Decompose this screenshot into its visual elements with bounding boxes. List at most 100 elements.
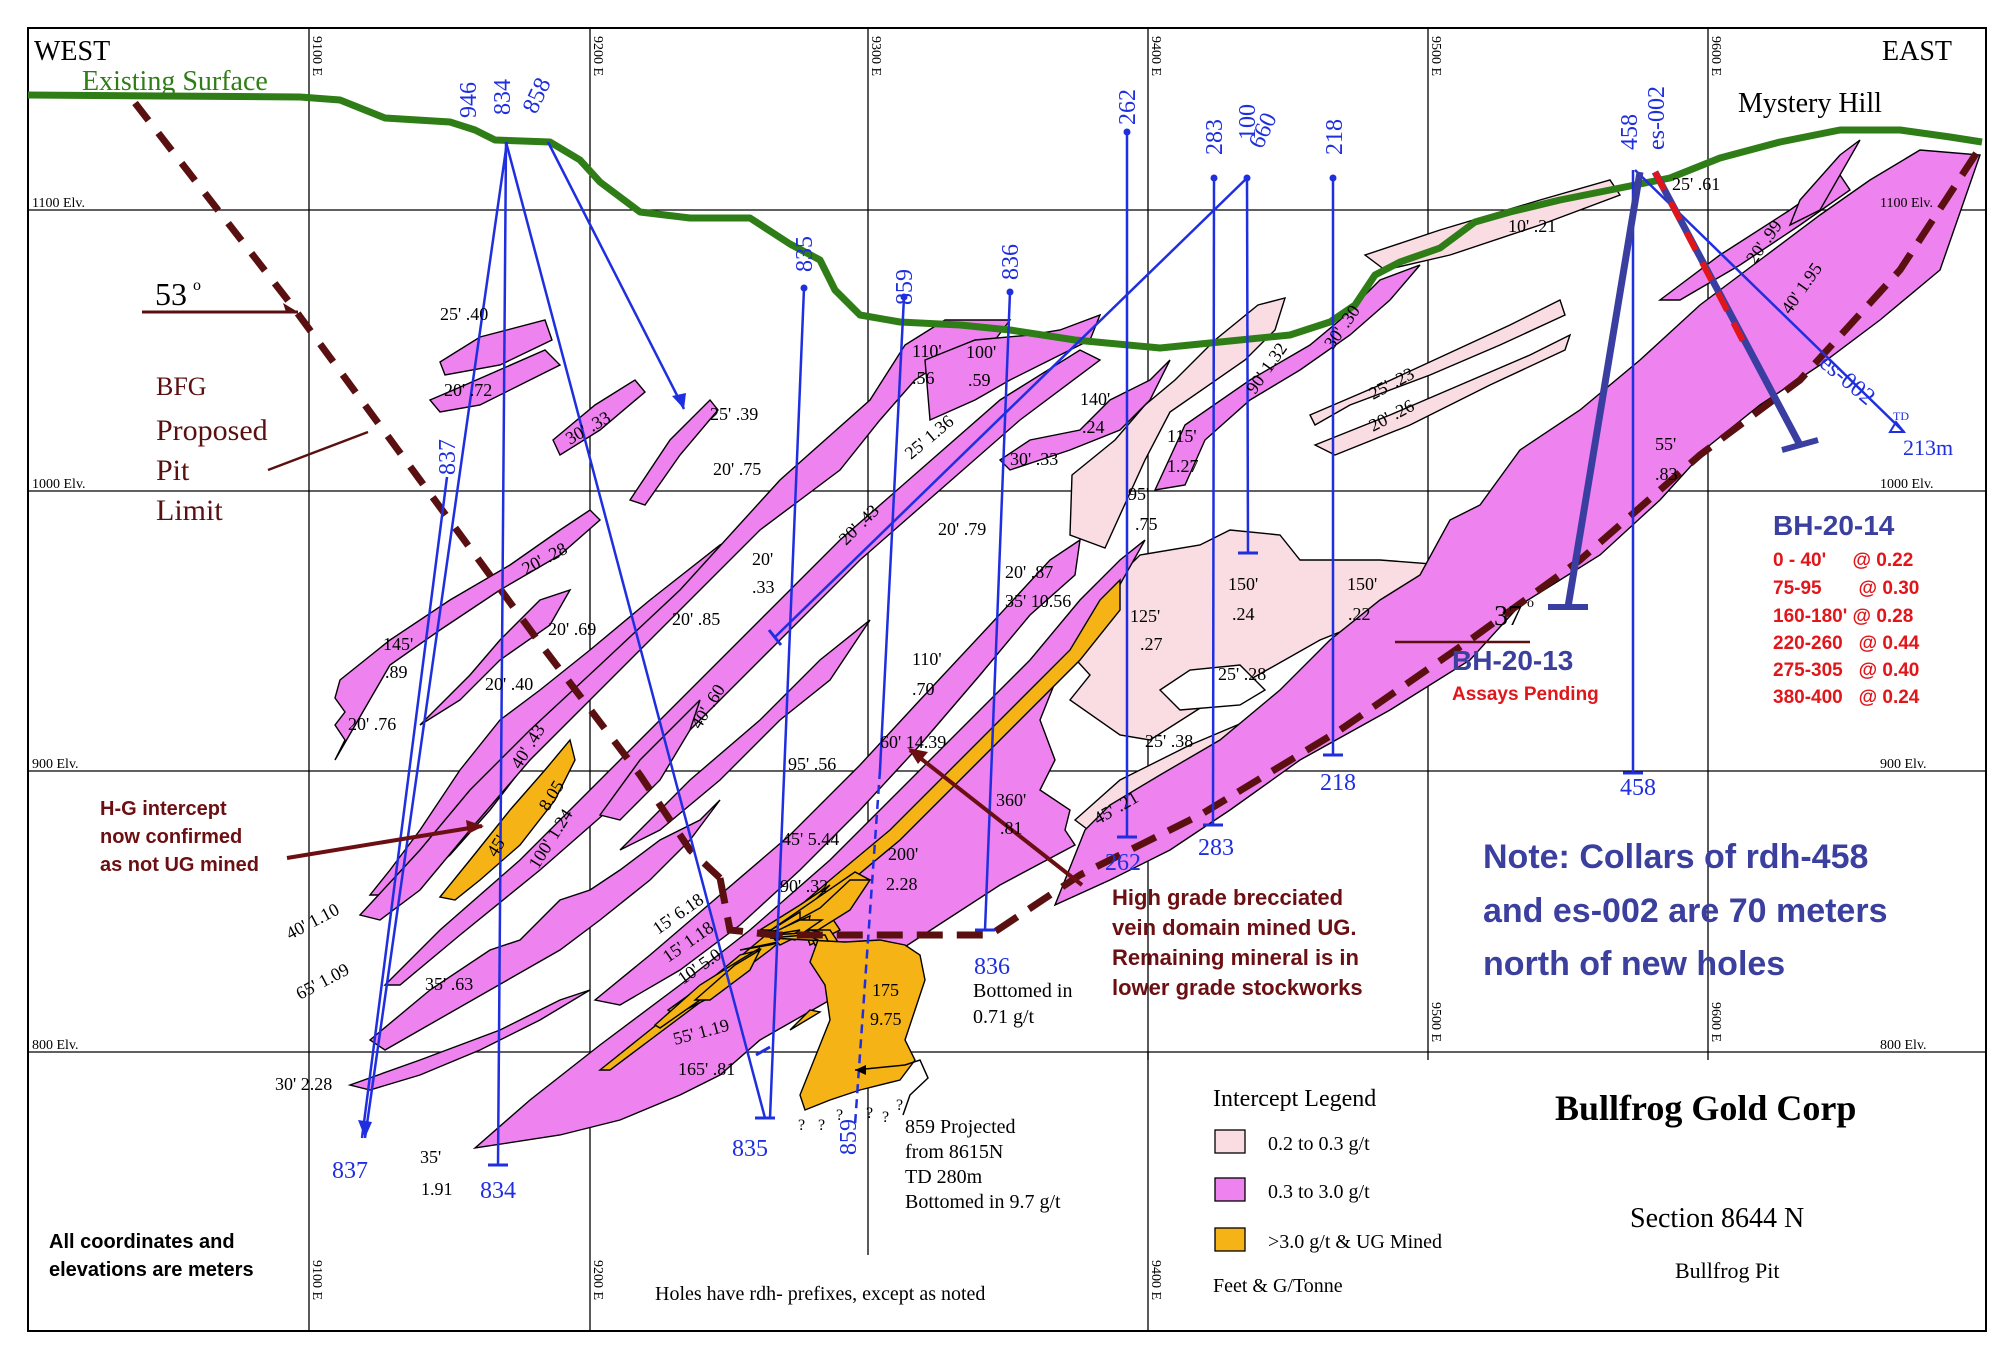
intercept-label: 45' 5.44: [782, 829, 839, 849]
hole-858b-trace: [546, 141, 686, 410]
hole-label: 859: [892, 269, 918, 305]
high-grade-zone: [789, 1009, 822, 1031]
pit-limit-west-dashed-line: [132, 100, 723, 881]
mid-grade-zone: [347, 989, 591, 1091]
intercept-label: 20' .40: [485, 674, 533, 694]
es002-trace-label: es-002: [1814, 350, 1880, 411]
hole-100-trace: [774, 177, 1248, 638]
intercept-label: 35' .63: [425, 974, 473, 994]
low-grade-zone: [1313, 333, 1572, 456]
intercept-label: 20' .76: [348, 714, 396, 734]
hole-bottom-label: 458: [1620, 775, 1656, 801]
hole-660-trace: [1245, 177, 1250, 554]
legend-swatch-low: [1214, 1129, 1246, 1154]
hole-836-trace: [983, 291, 1012, 931]
elevation-label: 800 Elv.: [32, 1038, 79, 1053]
elevation-label-right: 1000 Elv.: [1880, 477, 1934, 492]
hg-intercept-arrow: [286, 824, 483, 860]
drill-holes: [360, 132, 1905, 1166]
unused: [790, 1070, 800, 1078]
intercept-label: 110': [912, 649, 942, 669]
coordinates-note: All coordinates and elevations are meter…: [49, 1231, 254, 1281]
intercept-label: 150': [1347, 574, 1377, 594]
question-marks: ? ? ? ? ? ?: [798, 1097, 903, 1134]
mid-grade-zone: [552, 379, 646, 457]
bh-20-13-label: BH-20-13: [1452, 645, 1573, 676]
pit-angle-value: 53: [155, 276, 187, 312]
hole-label: 218: [1322, 119, 1348, 155]
note-line: Note: Collars of rdh-458: [1483, 838, 1868, 876]
hole-837-arrowhead: [358, 1120, 372, 1138]
intercept-label: 30' 2.28: [275, 1074, 332, 1094]
assay-row: 160-180' @ 0.28: [1773, 606, 1913, 627]
legend-units: Feet & G/Tonne: [1213, 1275, 1343, 1297]
hole-label: 858: [518, 74, 557, 118]
collar-dot: [1006, 288, 1014, 296]
easting-label: 9600 E: [1708, 36, 1723, 76]
mid-grade-zone: [593, 538, 1081, 1006]
intercept-label: 35': [420, 1147, 441, 1167]
mid-grade-zone: [619, 619, 871, 851]
bottomed-line: 0.71 g/t: [973, 1006, 1035, 1028]
mid-grade-zones: [334, 139, 1981, 1150]
hole-bottom-label: 835: [732, 1136, 768, 1162]
existing-surface-label: Existing Surface: [82, 66, 268, 97]
projected-line: from 8615N: [905, 1141, 1003, 1163]
elevation-label: 1100 Elv.: [32, 196, 85, 211]
intercept-label: 115': [1167, 426, 1197, 446]
bh-20-13-trace: [1564, 171, 1644, 608]
hole-283-trace: [1211, 177, 1216, 826]
intercept-label: 125': [1130, 606, 1160, 626]
pit-label-4: Limit: [156, 494, 223, 527]
hg-intercept-note: H-G intercept now confirmed as not UG mi…: [100, 798, 259, 876]
q-mark: ?: [818, 1117, 825, 1134]
mid-grade-zone: [368, 799, 721, 1051]
easting-label: 9400 E: [1148, 1260, 1163, 1300]
easting-label: 9100 E: [309, 1260, 324, 1300]
grid-text: WEST EAST 1100 Elv. 1000 Elv. 900 Elv. 8…: [32, 36, 1952, 1300]
hole-837-upper: [360, 476, 449, 1139]
td-label: TD: [1893, 409, 1909, 423]
hole-bottom-label: 859: [836, 1119, 862, 1155]
collar-dot: [1329, 174, 1337, 182]
end-cap: [755, 1045, 771, 1057]
assay-row: 220-260 @ 0.44: [1773, 633, 1920, 654]
q-mark: ?: [798, 1117, 805, 1134]
hole-bottom-label: 262: [1105, 850, 1141, 876]
bottomed-836-note: Bottomed in 0.71 g/t: [973, 980, 1072, 1028]
collar-note: Note: Collars of rdh-458 and es-002 are …: [1483, 838, 1887, 983]
intercept-label: 10' .21: [1508, 216, 1556, 236]
hg-breccia-note: High grade brecciated vein domain mined …: [1112, 885, 1363, 1000]
intercept-label: 145': [383, 634, 413, 654]
bh-20-13-angle: 37: [1494, 601, 1522, 632]
arrowhead: [283, 303, 298, 312]
intercept-label: 150': [1228, 574, 1258, 594]
bh-20-13-status: Assays Pending: [1452, 684, 1599, 705]
q-mark: ?: [836, 1107, 843, 1124]
projected-line: Bottomed in 9.7 g/t: [905, 1191, 1061, 1213]
intercept-label: .27: [1140, 634, 1163, 654]
legend-label: 0.2 to 0.3 g/t: [1268, 1133, 1370, 1155]
hole-bottom-label: 837: [332, 1158, 368, 1184]
legend-swatch-mid: [1214, 1177, 1246, 1202]
intercept-label: .33: [752, 577, 775, 597]
hole-label: es-002: [1644, 86, 1670, 150]
q-mark: ?: [866, 1105, 873, 1122]
pit-title: Bullfrog Pit: [1675, 1258, 1780, 1283]
hole-label: 835: [792, 236, 818, 272]
pit-label-1: BFG: [156, 372, 207, 401]
hole-bottom-label: 283: [1198, 835, 1234, 861]
mid-grade-zone: [628, 398, 719, 506]
hg-breccia-line: lower grade stockworks: [1112, 975, 1363, 1000]
hole-834-trace: [496, 141, 508, 1166]
q-mark: ?: [882, 1109, 889, 1126]
intercept-label: .75: [1135, 514, 1158, 534]
collar-dot: [800, 284, 808, 292]
elevation-label: 1000 Elv.: [32, 477, 86, 492]
projected-859-note: 859 Projected from 8615N TD 280m Bottome…: [905, 1116, 1061, 1213]
intercept-label: 360': [996, 790, 1026, 810]
west-label: WEST: [34, 36, 110, 67]
assay-row: 0 - 40' @ 0.22: [1773, 550, 1913, 571]
pit-label-2: Proposed: [156, 414, 268, 447]
bh-20-14-end: [1781, 437, 1819, 453]
